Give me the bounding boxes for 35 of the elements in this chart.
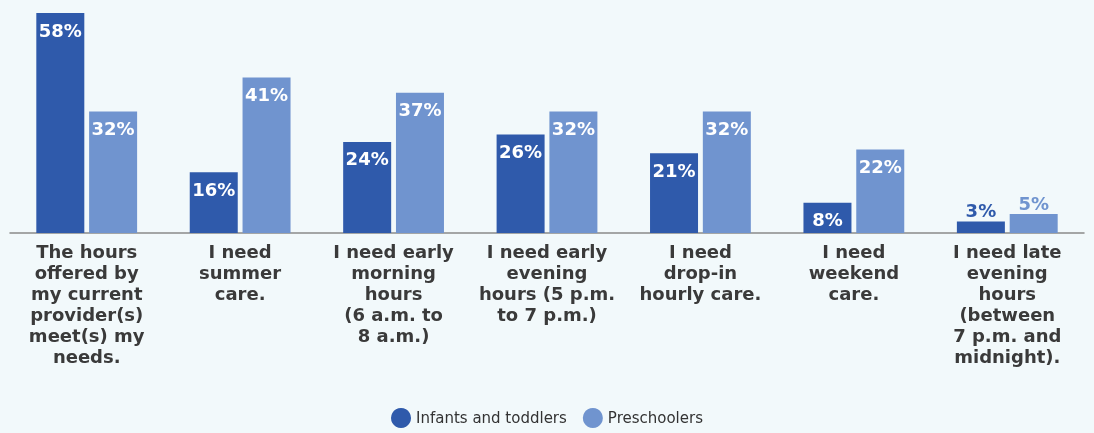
data-label: 26%: [499, 140, 543, 162]
data-label: 3%: [965, 200, 997, 222]
data-label: 41%: [245, 83, 289, 105]
x-tick-label: I need late evening hours (between 7 p.m. and midnight).: [953, 241, 1062, 367]
data-label: 32%: [91, 118, 135, 140]
x-tick-label: I need early evening hours (5 p.m. to 7 p.m.): [478, 241, 616, 325]
bar: [650, 153, 699, 233]
data-label: 8%: [812, 209, 843, 231]
bar: [343, 141, 392, 233]
bar: [956, 221, 1005, 233]
data-label: 24%: [345, 148, 389, 170]
legend-label: Infants and toddlers: [416, 409, 568, 427]
data-label: 5%: [1018, 192, 1049, 214]
x-tick-label: I need summer care.: [199, 241, 282, 304]
bar: [549, 111, 598, 233]
bar: [1009, 214, 1058, 233]
data-label: 22%: [858, 156, 902, 178]
bar: [702, 111, 751, 233]
data-label: 32%: [551, 118, 595, 140]
bar: [242, 77, 291, 233]
data-label: 58%: [38, 19, 82, 41]
bar: [856, 149, 905, 233]
x-tick-label: I need early morning hours (6 a.m. to 8 a.m.): [333, 241, 455, 346]
data-label: 37%: [398, 99, 442, 121]
x-tick-label: I need drop-in hourly care.: [639, 241, 762, 304]
bar: [395, 92, 444, 233]
x-tick-label: The hours offered by my current provider(s) meet(s) my needs.: [28, 241, 145, 367]
bar: [36, 13, 85, 233]
legend-label: Preschoolers: [607, 409, 704, 427]
x-tick-label: I need weekend care.: [808, 241, 900, 304]
bar: [89, 111, 138, 233]
bar: [496, 134, 545, 233]
data-label: 32%: [705, 118, 749, 140]
data-label: 16%: [192, 178, 236, 200]
data-label: 21%: [652, 159, 696, 181]
